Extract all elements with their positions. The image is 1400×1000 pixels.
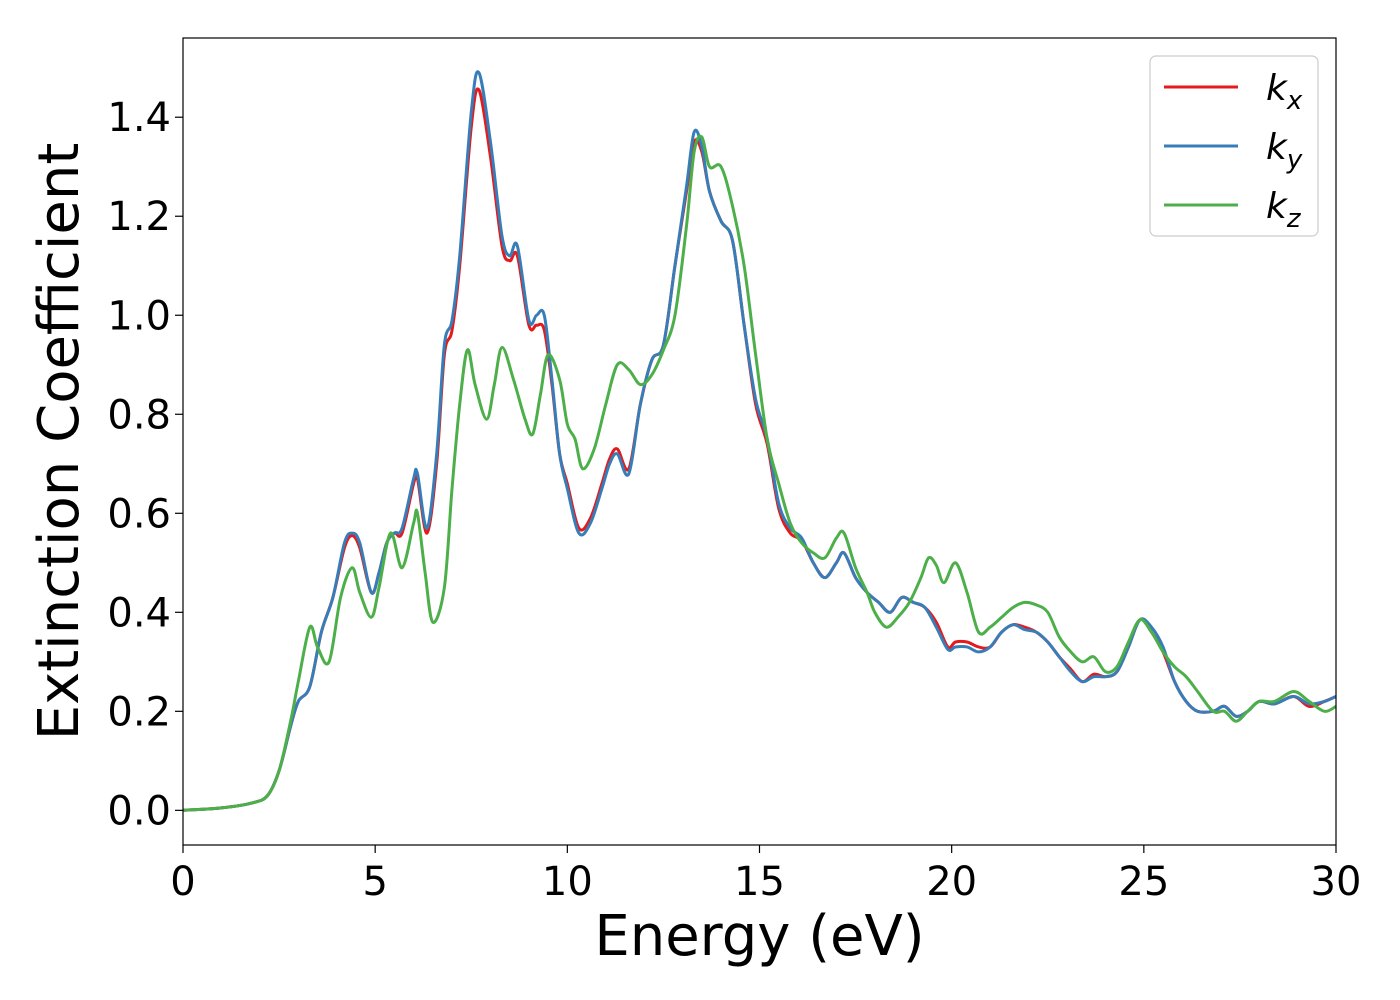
x-axis-label: Energy (eV) [594, 904, 924, 969]
x-tick-label: 15 [734, 859, 785, 905]
x-axis-ticks: 0 5 10 15 20 25 30 [170, 845, 1361, 905]
y-tick-label: 0.4 [107, 590, 171, 636]
x-tick-label: 30 [1311, 859, 1362, 905]
y-tick-label: 0.8 [107, 392, 171, 438]
y-tick-label: 0.6 [107, 491, 171, 537]
x-tick-label: 20 [926, 859, 977, 905]
y-tick-label: 1.2 [107, 194, 171, 240]
series-line-z [183, 134, 1336, 812]
y-tick-label: 1.4 [107, 95, 171, 141]
y-axis-ticks: 0.0 0.2 0.4 0.6 0.8 1.0 1.2 1.4 [107, 95, 183, 834]
plot-frame [182, 37, 1337, 846]
legend: kx ky kz [1149, 55, 1319, 237]
y-axis-label: Extinction Coefficient [27, 143, 92, 741]
legend-label-x: kx [1266, 68, 1303, 116]
legend-label-y: ky [1266, 127, 1303, 175]
x-tick-label: 10 [542, 859, 593, 905]
y-tick-label: 0.2 [107, 689, 171, 735]
x-tick-label: 25 [1118, 859, 1169, 905]
x-tick-label: 0 [170, 859, 195, 905]
plot-area [183, 70, 1336, 812]
y-tick-label: 0.0 [107, 788, 171, 834]
y-tick-label: 1.0 [107, 293, 171, 339]
legend-label-z: kz [1266, 186, 1302, 234]
x-tick-label: 5 [362, 859, 387, 905]
series-line-y [183, 70, 1336, 812]
